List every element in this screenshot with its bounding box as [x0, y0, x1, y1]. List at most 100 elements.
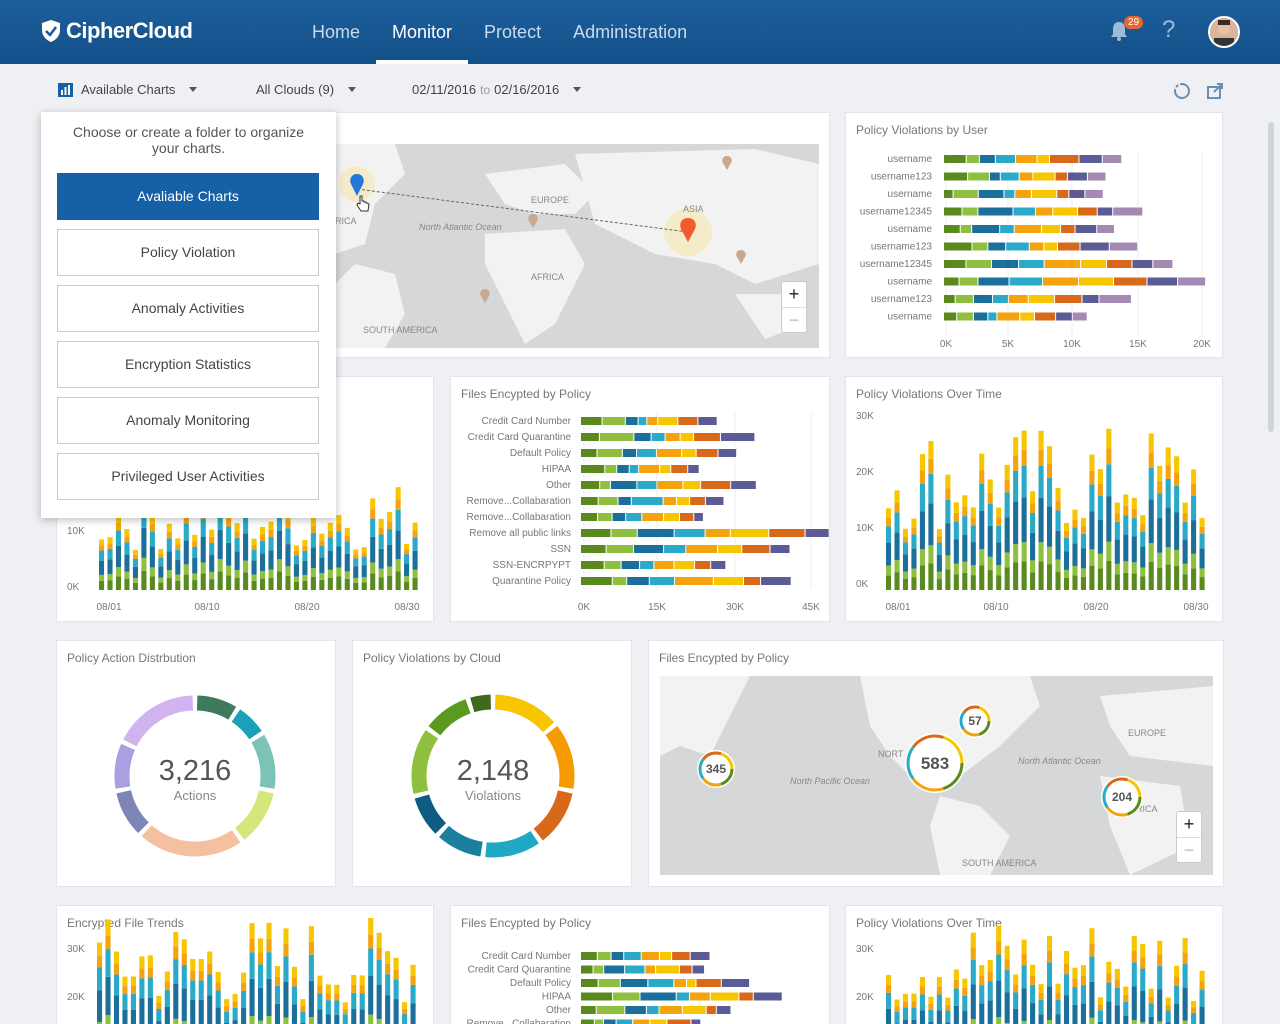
map-marker-value[interactable]: 204 — [1112, 790, 1132, 804]
folder-available-charts[interactable]: Avaliable Charts — [57, 173, 319, 220]
folder-policy-violation[interactable]: Policy Violation — [57, 229, 319, 276]
bar-segment — [209, 536, 215, 543]
zoom-out-button[interactable]: − — [1177, 837, 1201, 862]
bar-segment — [894, 1011, 900, 1024]
bar-segment — [234, 569, 240, 578]
folder-encryption-statistics[interactable]: Encryption Statistics — [57, 341, 319, 388]
bar-segment — [919, 511, 925, 550]
encrypted-trends-chart[interactable]: 30K 20K — [57, 906, 435, 1024]
bar-segment — [351, 974, 357, 985]
bar-segment — [351, 1009, 357, 1024]
export-icon[interactable] — [1206, 82, 1224, 100]
bar-segment — [130, 993, 136, 1010]
files-by-policy-chart-2[interactable]: Credit Card Number Credit Card Quarantine… — [451, 906, 831, 1024]
bar-segment — [105, 949, 111, 977]
bar-segment — [894, 490, 900, 503]
bar-segment — [249, 978, 255, 1017]
bar-segment — [1131, 936, 1137, 951]
bar-segment — [1057, 190, 1069, 198]
date-range-select[interactable]: 02/11/2016 to 02/16/2016 — [412, 82, 582, 97]
avatar[interactable] — [1208, 16, 1240, 48]
bar-segment — [886, 1008, 892, 1024]
action-distribution-donut[interactable] — [57, 641, 337, 888]
bar-segment — [1072, 527, 1078, 544]
bar-segment — [370, 536, 376, 563]
files-by-policy-chart[interactable]: Credit Card Number Credit Card Quarantine… — [451, 377, 831, 623]
zoom-in-button[interactable]: + — [788, 284, 800, 304]
bar-segment — [1055, 510, 1061, 531]
violations-over-time-chart-2[interactable]: 30K 20K — [846, 906, 1224, 1024]
bar-segment — [113, 974, 120, 996]
bar-segment — [302, 539, 308, 546]
bar-segment — [665, 433, 680, 441]
zoom-out-button[interactable]: − — [782, 307, 806, 332]
bar-segment — [1174, 985, 1180, 1004]
bar-segment — [1004, 552, 1010, 568]
bar-segment — [124, 542, 130, 555]
nav-home[interactable]: Home — [312, 22, 361, 42]
bar-segment — [226, 575, 232, 590]
bar-segment — [625, 417, 638, 425]
bar-segment — [679, 965, 692, 974]
map-label-ocean: North Atlantic Ocean — [419, 222, 502, 232]
bar-segment — [359, 993, 365, 1010]
brand-logo[interactable]: CipherCloud — [40, 18, 193, 44]
bar-segment — [919, 1010, 925, 1024]
bar-segment — [1191, 1013, 1197, 1024]
bar-segment — [886, 542, 892, 566]
map-marker-value[interactable]: 345 — [706, 762, 726, 776]
nav-monitor[interactable]: Monitor — [376, 0, 469, 64]
bar-segment — [353, 566, 359, 578]
bar-segment — [1013, 501, 1019, 545]
violations-by-cloud-donut[interactable] — [353, 641, 633, 888]
bar-segment — [224, 1005, 230, 1012]
violations-by-user-chart[interactable]: username username123 username username12345… — [846, 113, 1224, 359]
folder-anomaly-monitoring[interactable]: Anomaly Monitoring — [57, 397, 319, 444]
clouds-select[interactable]: All Clouds (9) — [256, 82, 357, 97]
files-map[interactable]: NORT North Pacific Ocean North Atlantic … — [660, 676, 1213, 875]
bell-icon[interactable] — [1108, 20, 1130, 42]
bar-segment — [368, 1014, 374, 1024]
bar-segment — [190, 970, 196, 981]
bar-segment — [334, 984, 340, 994]
map-marker-value[interactable]: 583 — [921, 754, 949, 773]
bar-segment — [1097, 997, 1103, 1005]
page-scrollbar[interactable] — [1266, 112, 1276, 1024]
actions-total: 3,216 — [158, 755, 232, 787]
bar-segment — [597, 952, 611, 960]
folder-anomaly-activities[interactable]: Anomaly Activities — [57, 285, 319, 332]
x-tick: 15K — [1129, 339, 1147, 350]
help-icon[interactable]: ? — [1162, 16, 1176, 43]
bar-segment — [1148, 452, 1154, 468]
bar-segment — [1080, 985, 1086, 1004]
nav-administration[interactable]: Administration — [573, 22, 688, 42]
bar-segment — [99, 560, 105, 575]
bar-segment — [620, 979, 648, 987]
bar-segment — [621, 561, 640, 569]
map-marker-value[interactable]: 57 — [968, 714, 982, 728]
scrollbar-thumb[interactable] — [1268, 122, 1274, 432]
bar-segment — [953, 563, 959, 575]
bar-segment — [1131, 562, 1137, 574]
nav-protect[interactable]: Protect — [484, 22, 542, 42]
bar-segment — [996, 954, 1002, 981]
card-title: Files Encypted by Policy — [461, 387, 592, 401]
bar-segment — [1123, 1001, 1129, 1016]
bar-segment — [1097, 469, 1103, 484]
bar-segment — [132, 577, 138, 583]
bar-segment — [675, 577, 713, 585]
available-charts-select[interactable]: Available Charts — [58, 82, 198, 97]
bar-segment — [1057, 242, 1080, 251]
bar-segment — [353, 582, 359, 590]
bar-segment — [928, 473, 934, 504]
bar-segment — [149, 567, 155, 577]
row-label: Credit Card Quarantine — [468, 965, 572, 976]
violations-over-time-chart[interactable]: 30K 20K 10K 0K 08/01 08/10 08/20 08/30 — [846, 377, 1224, 623]
world-map[interactable]: EUROPE ASIA AFRICA RICA North Atlantic O… — [335, 144, 819, 348]
bar-segment — [1013, 470, 1019, 502]
bar-segment — [928, 1021, 934, 1024]
zoom-in-button[interactable]: + — [1183, 814, 1195, 834]
folder-privileged-user-activities[interactable]: Privileged User Activities — [57, 453, 319, 500]
refresh-icon[interactable] — [1173, 82, 1191, 100]
bar-segment — [156, 1008, 162, 1022]
